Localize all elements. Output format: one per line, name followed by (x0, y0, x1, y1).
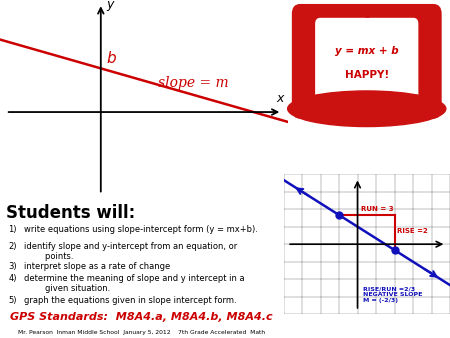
Text: GPS Standards:  M8A4.a, M8A4.b, M8A4.c: GPS Standards: M8A4.a, M8A4.b, M8A4.c (10, 312, 273, 322)
Text: RISE =2: RISE =2 (397, 227, 427, 234)
Text: graph the equations given in slope intercept form.: graph the equations given in slope inter… (24, 296, 237, 305)
Text: y = mx + b: y = mx + b (335, 46, 399, 56)
Text: y: y (107, 0, 114, 11)
Text: identify slope and y-intercept from an equation, or
        points.: identify slope and y-intercept from an e… (24, 242, 237, 261)
Text: write equations using slope-intercept form (y = mx+b).: write equations using slope-intercept fo… (24, 225, 258, 234)
Text: 1): 1) (9, 225, 17, 234)
Text: slope = m: slope = m (158, 76, 229, 90)
Text: RISE/RUN =2/3
NEGATIVE SLOPE
M = (-2/3): RISE/RUN =2/3 NEGATIVE SLOPE M = (-2/3) (363, 286, 423, 303)
Text: interpret slope as a rate of change: interpret slope as a rate of change (24, 262, 171, 271)
Text: 2): 2) (9, 242, 17, 251)
Text: HAPPY!: HAPPY! (345, 70, 389, 80)
Ellipse shape (288, 91, 446, 126)
Text: 5): 5) (9, 296, 17, 305)
Text: x: x (276, 92, 284, 105)
Text: 3): 3) (9, 262, 17, 271)
Text: 4): 4) (9, 274, 17, 283)
Text: Students will:: Students will: (6, 204, 135, 222)
Text: RUN = 3: RUN = 3 (361, 206, 394, 212)
Text: Mr. Pearson  Inman Middle School  January 5, 2012    7th Grade Accelerated  Math: Mr. Pearson Inman Middle School January … (18, 331, 266, 335)
FancyBboxPatch shape (292, 4, 442, 119)
Text: b: b (107, 51, 116, 67)
Text: determine the meaning of slope and y intercept in a
        given situation.: determine the meaning of slope and y int… (24, 274, 245, 293)
FancyBboxPatch shape (315, 18, 419, 105)
